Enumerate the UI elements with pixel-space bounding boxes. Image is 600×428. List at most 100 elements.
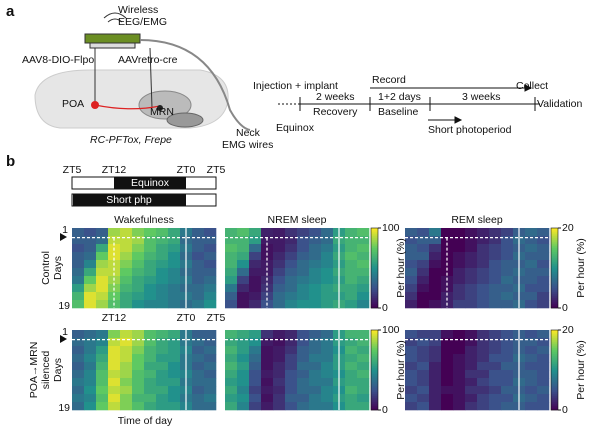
- heatmap-cell: [192, 268, 205, 277]
- heatmap-cell: [309, 228, 322, 237]
- heatmap-cell: [321, 386, 334, 395]
- heatmap-cell: [309, 370, 322, 379]
- heatmap-cell: [144, 268, 157, 277]
- heatmap-cell: [297, 300, 310, 309]
- heatmap-cell: [345, 394, 358, 403]
- heatmap-cell: [225, 362, 238, 371]
- colorbar-step: [371, 298, 378, 301]
- heatmap-cell: [168, 228, 181, 237]
- heatmap-cell: [156, 292, 169, 301]
- colorbar-step: [551, 242, 558, 245]
- colorbar-step: [371, 330, 378, 333]
- wires-label: Neck: [236, 127, 261, 139]
- heatmap-cell: [120, 244, 133, 253]
- heatmap-cell: [465, 402, 478, 411]
- group-label: Control: [40, 251, 52, 285]
- heatmap-cell: [168, 386, 181, 395]
- colorbar-step: [551, 342, 558, 345]
- heatmap-cell: [192, 252, 205, 261]
- heatmap-cell: [285, 354, 298, 363]
- heatmap-cell: [357, 338, 370, 347]
- heatmap-cell: [108, 338, 121, 347]
- heatmap-cell: [144, 402, 157, 411]
- heatmap-cell: [537, 330, 550, 339]
- heatmap-cell: [405, 402, 418, 411]
- colorbar-step: [371, 376, 378, 379]
- colorbar-step: [551, 336, 558, 339]
- colorbar-step: [371, 306, 378, 309]
- heatmap-cell: [501, 228, 514, 237]
- heatmap-cell: [237, 268, 250, 277]
- heatmap-cell: [405, 228, 418, 237]
- colorbar-step: [371, 272, 378, 275]
- heatmap-cell: [417, 378, 430, 387]
- heatmap-cell: [249, 402, 262, 411]
- heatmap-cell: [273, 346, 286, 355]
- heatmap-cell: [465, 228, 478, 237]
- heatmap-cell: [132, 338, 145, 347]
- heatmap-cell: [285, 402, 298, 411]
- heatmap-cell: [108, 268, 121, 277]
- colorbar-tick-label: 0: [562, 302, 568, 314]
- heatmap-cell: [72, 330, 85, 339]
- heatmap-cell: [525, 292, 538, 301]
- heatmap-cell: [204, 394, 217, 403]
- heatmap-cell: [345, 284, 358, 293]
- colorbar-step: [551, 230, 558, 233]
- colorbar-step: [551, 364, 558, 367]
- heatmap-cell: [537, 346, 550, 355]
- colorbar-step: [371, 240, 378, 243]
- heatmap-cell: [72, 244, 85, 253]
- colorbar-step: [371, 244, 378, 247]
- heatmap-cell: [237, 346, 250, 355]
- heatmap-cell: [357, 354, 370, 363]
- heatmap-cell: [477, 284, 490, 293]
- heatmap-cell: [321, 228, 334, 237]
- colorbar-step: [551, 378, 558, 381]
- colorbar-step: [371, 274, 378, 277]
- heatmap-cell: [453, 402, 466, 411]
- colorbar-step: [371, 292, 378, 295]
- heatmap-cell: [537, 394, 550, 403]
- heatmap-cell: [108, 330, 121, 339]
- heatmap-cell: [84, 268, 97, 277]
- heatmap-cell: [489, 378, 502, 387]
- colorbar-step: [551, 398, 558, 401]
- heatmap-cell: [225, 252, 238, 261]
- heatmap-cell: [237, 338, 250, 347]
- heatmap-cell: [309, 244, 322, 253]
- heatmap-cell: [465, 354, 478, 363]
- heatmap-cell: [132, 284, 145, 293]
- colorbar-tick-label: 20: [562, 222, 574, 234]
- heatmap-cell: [417, 386, 430, 395]
- heatmap-cell: [144, 370, 157, 379]
- heatmap-cell: [321, 260, 334, 269]
- heatmap-cell: [249, 330, 262, 339]
- heatmap-cell: [249, 362, 262, 371]
- heatmap-cell: [321, 244, 334, 253]
- heatmap-cell: [441, 338, 454, 347]
- virus-label: AAV8-DIO-Flpo: [22, 54, 94, 66]
- heatmap-cell: [345, 370, 358, 379]
- heatmap-cell: [477, 338, 490, 347]
- heatmap-cell: [132, 386, 145, 395]
- heatmap-cell: [537, 252, 550, 261]
- heatmap-cell: [72, 236, 85, 245]
- heatmap-cell: [96, 260, 109, 269]
- heatmap-cell: [405, 362, 418, 371]
- heatmap-cell: [108, 362, 121, 371]
- heatmap-cell: [273, 338, 286, 347]
- heatmap-cell: [417, 346, 430, 355]
- heatmap-cell: [537, 228, 550, 237]
- colorbar-step: [371, 362, 378, 365]
- heatmap-cell: [537, 386, 550, 395]
- heatmap-cell: [285, 292, 298, 301]
- heatmap-cell: [525, 284, 538, 293]
- heatmap-cell: [429, 284, 442, 293]
- heatmap-cell: [417, 244, 430, 253]
- heatmap-cell: [72, 386, 85, 395]
- heatmap-cell: [144, 284, 157, 293]
- heatmap-cell: [465, 394, 478, 403]
- heatmap-cell: [525, 276, 538, 285]
